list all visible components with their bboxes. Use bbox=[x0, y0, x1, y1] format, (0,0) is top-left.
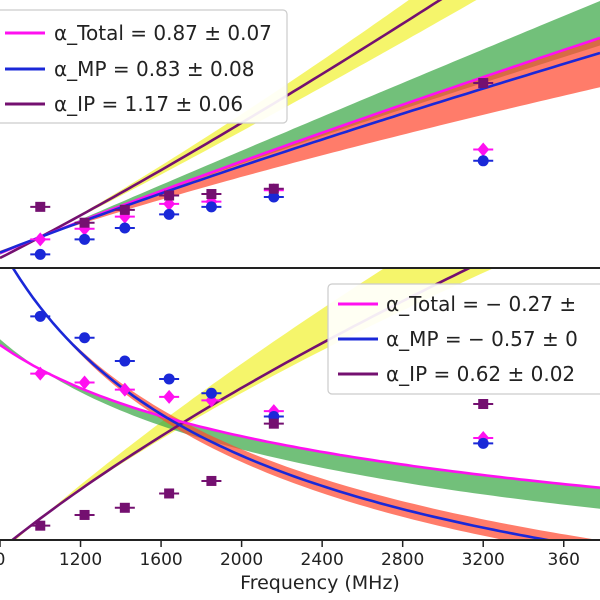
data-point-mp bbox=[114, 355, 135, 367]
data-point-ip bbox=[30, 520, 51, 531]
data-point-total bbox=[30, 366, 51, 381]
x-tick-label: 2800 bbox=[381, 550, 424, 570]
data-point-mp bbox=[473, 437, 494, 449]
legend-label-mp: α_MP = 0.83 ± 0.08 bbox=[54, 57, 255, 81]
data-point-total bbox=[114, 382, 135, 397]
data-point-ip bbox=[263, 183, 284, 194]
x-axis-ticks: 0 1200 1600 2000 2400 2800 3200 360 bbox=[0, 540, 580, 570]
fit-line-ip bbox=[0, 0, 443, 260]
fit-band-total bbox=[0, 339, 600, 509]
data-point-ip bbox=[159, 488, 180, 499]
data-point-mp bbox=[114, 222, 135, 234]
x-tick-label: 1600 bbox=[139, 550, 182, 570]
data-point-mp bbox=[159, 373, 180, 385]
fit-line-mp bbox=[0, 51, 600, 254]
data-point-ip bbox=[74, 509, 95, 520]
data-point-mp bbox=[263, 191, 284, 203]
data-point-ip bbox=[473, 399, 494, 409]
legend-label-total: α_Total = 0.87 ± 0.07 bbox=[54, 21, 272, 45]
legend-label-ip: α_IP = 1.17 ± 0.06 bbox=[54, 92, 243, 116]
data-point-ip bbox=[201, 189, 222, 200]
legend-label-ip: α_IP = 0.62 ± 0.02 bbox=[386, 362, 575, 386]
fit-band-mp bbox=[11, 268, 599, 540]
legend-label-mp: α_MP = − 0.57 ± 0 bbox=[386, 327, 578, 351]
fit-line-mp bbox=[11, 268, 555, 540]
x-tick-label: 0 bbox=[0, 550, 5, 570]
fit-band-total bbox=[0, 1, 600, 255]
data-point-ip bbox=[74, 217, 95, 228]
data-point-total bbox=[74, 375, 95, 390]
data-point-ip bbox=[201, 475, 222, 486]
data-point-mp bbox=[74, 233, 95, 245]
x-tick-label: 2400 bbox=[301, 550, 344, 570]
data-point-total bbox=[473, 142, 494, 157]
data-point-mp bbox=[74, 332, 95, 344]
x-tick-label: 1200 bbox=[59, 550, 102, 570]
legend-label-total: α_Total = − 0.27 ± bbox=[386, 292, 576, 316]
data-point-total bbox=[30, 232, 51, 247]
x-tick-label: 360 bbox=[548, 550, 580, 570]
data-point-mp bbox=[201, 387, 222, 399]
top-legend: α_Total = 0.87 ± 0.07 α_MP = 0.83 ± 0.08… bbox=[0, 9, 288, 124]
data-point-mp bbox=[30, 248, 51, 260]
data-point-mp bbox=[159, 208, 180, 220]
data-point-ip bbox=[114, 204, 135, 215]
data-point-total bbox=[159, 389, 180, 404]
data-point-ip bbox=[473, 78, 494, 89]
data-point-mp bbox=[473, 155, 494, 167]
fit-line-total bbox=[0, 343, 600, 489]
data-point-ip bbox=[263, 418, 284, 429]
data-point-ip bbox=[114, 502, 135, 513]
bottom-legend: α_Total = − 0.27 ± α_MP = − 0.57 ± 0 α_I… bbox=[327, 283, 600, 395]
axes-frame bbox=[0, 267, 600, 541]
data-point-mp bbox=[201, 201, 222, 213]
x-tick-label: 2000 bbox=[220, 550, 263, 570]
fit-line-ip bbox=[10, 268, 473, 540]
bottom-panel bbox=[0, 268, 600, 540]
data-point-ip bbox=[159, 190, 180, 201]
x-axis-label: Frequency (MHz) bbox=[240, 572, 400, 594]
top-panel bbox=[0, 0, 600, 260]
x-tick-label: 3200 bbox=[462, 550, 505, 570]
data-point-mp bbox=[30, 310, 51, 322]
data-point-ip bbox=[30, 201, 51, 212]
